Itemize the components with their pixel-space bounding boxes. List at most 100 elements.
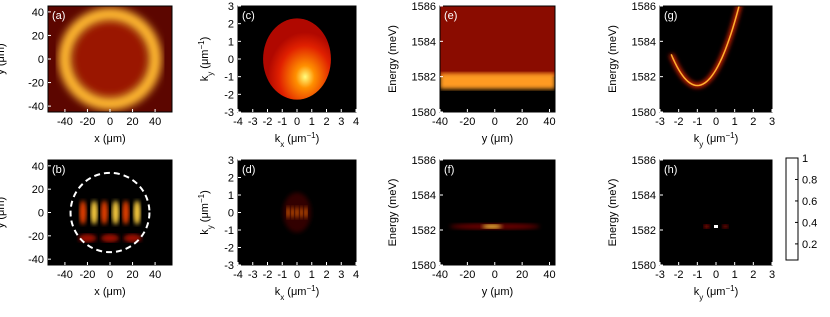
label-part: ) (316, 286, 320, 298)
panel-label: (b) (52, 164, 65, 176)
panel-label: (f) (444, 164, 454, 176)
y-tick-label: 0 (228, 208, 234, 220)
x-tick-label: -40 (57, 116, 73, 128)
x-tick-label: 20 (126, 116, 138, 128)
image-lobe (133, 200, 141, 225)
x-tick-label: 1 (732, 116, 738, 128)
panel-label: (c) (242, 10, 255, 22)
y-axis-label: Energy (meV) (607, 25, 619, 93)
y-tick-label: 1582 (632, 72, 656, 84)
x-tick-label: 40 (149, 269, 161, 281)
heatmap-image (238, 6, 356, 112)
label-part: −1 (306, 131, 316, 140)
colorbar-tick-label: 0.2 (802, 239, 817, 251)
x-axis-label: y (μm) (482, 286, 513, 298)
x-tick-label: 2 (750, 116, 756, 128)
label-part: k (199, 75, 211, 81)
label-part: x (280, 293, 284, 302)
plot-frame (439, 5, 556, 113)
label-part: (μm (703, 286, 725, 298)
heatmap-image (48, 6, 172, 112)
x-tick-label: -2 (263, 269, 273, 281)
image-band (440, 73, 555, 90)
x-tick-label: -20 (80, 116, 96, 128)
x-tick-label: -40 (57, 269, 73, 281)
label-part: ) (735, 286, 739, 298)
x-tick-label: -2 (263, 116, 273, 128)
image-lobe (100, 200, 108, 225)
heatmap-image (440, 160, 555, 265)
y-tick-label: -40 (28, 254, 44, 266)
y-axis-label: ky (μm−1) (197, 190, 215, 235)
image-lobe (112, 200, 120, 225)
label-part: ) (316, 133, 320, 145)
y-tick-label: 2 (228, 173, 234, 185)
image-bg (660, 160, 772, 265)
label-part: Energy (meV) (387, 25, 399, 93)
x-tick-label: 1 (309, 269, 315, 281)
label-part: y (μm) (0, 43, 7, 74)
x-tick-label: -3 (248, 269, 258, 281)
label-part: k (694, 286, 700, 298)
x-tick-label: 0 (107, 269, 113, 281)
image-lobe (295, 206, 299, 219)
x-tick-label: -40 (432, 269, 448, 281)
x-tick-label: -1 (692, 269, 702, 281)
image-arc (670, 6, 740, 87)
panel-label: (h) (664, 164, 677, 176)
panel-label: (e) (444, 10, 457, 22)
plot-frame (439, 159, 556, 266)
label-part: −1 (725, 131, 735, 140)
label-part: −1 (306, 284, 316, 293)
image-lobe (304, 206, 308, 219)
image-lobe (79, 200, 87, 225)
x-tick-label: -3 (248, 116, 258, 128)
y-tick-label: -3 (224, 107, 234, 119)
x-tick-label: 4 (353, 269, 359, 281)
label-part: k (694, 133, 700, 145)
label-part: y (206, 72, 215, 76)
y-tick-label: 1584 (412, 36, 436, 48)
heatmap-image (440, 6, 555, 112)
y-tick-label: 0 (228, 54, 234, 66)
x-tick-label: 0 (492, 116, 498, 128)
label-part: x (μm) (94, 286, 125, 298)
x-tick-label: 1 (309, 116, 315, 128)
label-part: Energy (meV) (387, 179, 399, 247)
y-axis-label: Energy (meV) (387, 179, 399, 247)
x-axis-label: ky (μm−1) (694, 284, 739, 302)
x-tick-label: 20 (126, 269, 138, 281)
x-axis-label: kx (μm−1) (275, 131, 320, 149)
y-tick-label: -1 (224, 72, 234, 84)
x-tick-label: -2 (674, 116, 684, 128)
y-tick-label: 3 (228, 155, 234, 167)
x-tick-label: -20 (459, 116, 475, 128)
x-tick-label: 4 (353, 116, 359, 128)
y-tick-label: 1584 (632, 36, 656, 48)
image-bg (48, 160, 172, 265)
x-tick-label: -1 (692, 116, 702, 128)
x-tick-label: -3 (655, 116, 665, 128)
label-part: −1 (197, 193, 206, 203)
x-tick-label: 2 (323, 269, 329, 281)
y-tick-label: 20 (32, 184, 44, 196)
y-axis-label: Energy (meV) (607, 179, 619, 247)
panel-label: (d) (242, 164, 255, 176)
x-tick-label: 3 (769, 116, 775, 128)
y-axis-label: y (μm) (0, 43, 7, 74)
label-part: y (μm) (482, 286, 513, 298)
x-tick-label: -4 (233, 269, 243, 281)
x-tick-label: 40 (543, 269, 555, 281)
x-tick-label: 3 (338, 116, 344, 128)
y-tick-label: -2 (224, 243, 234, 255)
y-tick-label: 40 (32, 161, 44, 173)
image-lobe (101, 234, 119, 243)
image-lobe (122, 200, 130, 225)
x-tick-label: -1 (277, 269, 287, 281)
x-tick-label: 20 (516, 116, 528, 128)
x-tick-label: 0 (713, 269, 719, 281)
x-tick-label: 3 (769, 269, 775, 281)
label-part: ) (199, 37, 211, 41)
y-tick-label: 1582 (412, 72, 436, 84)
